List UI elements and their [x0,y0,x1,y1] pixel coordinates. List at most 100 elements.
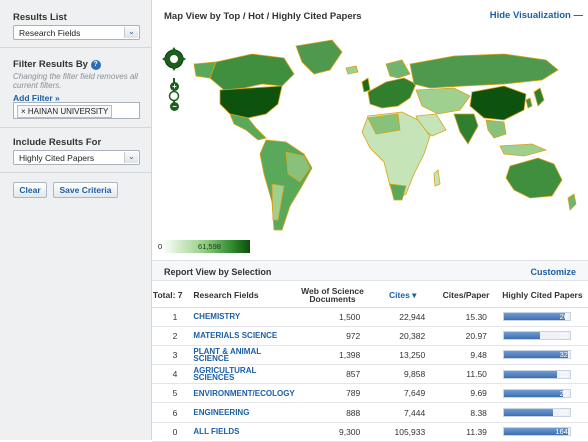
research-field-link[interactable]: MATERIALS SCIENCE [183,326,295,346]
highly-cited-bar-fill [503,370,557,378]
divider [0,127,152,128]
cites-per-paper-value: 20.97 [435,326,497,346]
results-list-label: Results List [13,12,67,23]
row-number: 1 [152,307,184,327]
highly-cited-bar-fill [503,428,568,436]
filter-label-text: Filter Results By [13,59,88,70]
highly-cited-cell: 32 [496,345,588,366]
highly-cited-bar-fill [503,351,568,359]
highly-cited-bar: 15 [502,331,571,341]
cites-per-paper-value: 9.69 [435,383,497,404]
highly-cited-value: 15 [559,331,568,341]
legend-max-value: 61,598 [198,242,221,251]
table-row: 2 MATERIALS SCIENCE 972 20,382 20.97 15 [152,326,588,346]
include-label: Include Results For [13,137,102,148]
filter-label: Filter Results By ? [13,59,101,70]
research-field-link[interactable]: ENVIRONMENT/ECOLOGY [183,383,295,404]
customize-link[interactable]: Customize [530,267,576,277]
table-row: 0 ALL FIELDS 9,300 105,933 11.39 164 [152,422,588,442]
world-map[interactable]: + − [154,34,588,260]
highly-cited-value: 20 [559,408,568,418]
highly-cited-bar-fill [503,332,541,340]
documents-value: 1,398 [294,345,371,366]
documents-value: 1,500 [294,307,371,327]
highly-cited-value: 26 [559,312,568,322]
col-research-fields[interactable]: Research Fields [183,283,295,308]
research-field-link[interactable]: ALL FIELDS [183,422,295,442]
row-number: 6 [152,402,184,423]
highly-cited-value: 32 [559,350,568,360]
col-highly-cited[interactable]: Highly Cited Papers [496,283,588,308]
highly-cited-bar: 26 [502,312,571,322]
col-wos-documents[interactable]: Web of Science Documents [294,283,371,308]
highly-cited-bar-fill [503,389,564,397]
cites-value: 20,382 [370,326,436,346]
row-number: 2 [152,326,184,346]
cites-per-paper-value: 11.50 [435,364,497,385]
highly-cited-bar: 22 [502,369,571,379]
table-row: 3 PLANT & ANIMAL SCIENCE 1,398 13,250 9.48 32 [152,345,588,366]
documents-value: 857 [294,364,371,385]
divider [0,47,152,48]
highly-cited-bar: 20 [502,408,571,418]
research-field-link[interactable]: CHEMISTRY [183,307,295,327]
filter-chip-box: × HAINAN UNIVERSITY [13,102,140,119]
cites-per-paper-value: 9.48 [435,345,497,366]
highly-cited-bar-fill [503,313,566,321]
research-field-link[interactable]: AGRICULTURAL SCIENCES [183,364,295,385]
legend-min-value: 0 [158,242,163,251]
highly-cited-cell: 26 [496,307,588,327]
highly-cited-bar: 25 [502,388,571,398]
col-cites-per-paper[interactable]: Cites/Paper [435,283,497,308]
cites-per-paper-value: 11.39 [435,422,497,442]
zoom-out-icon[interactable]: − [170,102,179,111]
chevron-down-icon: ⌄ [124,152,138,163]
divider [0,172,152,173]
include-value: Highly Cited Papers [19,153,95,163]
col-total: Total: 7 [152,283,184,308]
results-table: Total: 7 Research Fields Web of Science … [152,283,588,442]
main-panel: Map View by Top / Hot / Highly Cited Pap… [152,0,588,442]
highly-cited-value: 22 [559,369,568,379]
row-number: 5 [152,383,184,404]
table-row: 4 AGRICULTURAL SCIENCES 857 9,858 11.50 22 [152,364,588,385]
highly-cited-value: 25 [559,388,568,398]
cites-value: 9,858 [370,364,436,385]
research-field-link[interactable]: PLANT & ANIMAL SCIENCE [183,345,295,366]
row-number: 3 [152,345,184,366]
table-row: 1 CHEMISTRY 1,500 22,944 15.30 26 [152,307,588,327]
highly-cited-bar-fill [503,409,554,417]
highly-cited-value: 164 [555,427,568,437]
highly-cited-cell: 25 [496,383,588,404]
report-header: Report View by Selection Customize [152,260,588,281]
documents-value: 888 [294,402,371,423]
cites-per-paper-value: 8.38 [435,402,497,423]
map-title: Map View by Top / Hot / Highly Cited Pap… [164,11,362,22]
row-number: 0 [152,422,184,442]
filter-chip[interactable]: × HAINAN UNIVERSITY [17,105,113,118]
documents-value: 9,300 [294,422,371,442]
pan-control[interactable] [162,47,186,71]
filter-hint: Changing the filter field removes all cu… [13,72,138,90]
cites-value: 7,649 [370,383,436,404]
zoom-slider-handle[interactable] [168,90,180,102]
cites-value: 105,933 [370,422,436,442]
help-icon[interactable]: ? [90,60,101,70]
include-select[interactable]: Highly Cited Papers ⌄ [13,150,140,165]
highly-cited-cell: 22 [496,364,588,385]
clear-button[interactable]: Clear [13,182,47,198]
world-map-svg [162,39,577,231]
col-cites[interactable]: Cites ▾ [370,283,436,308]
report-title: Report View by Selection [164,267,272,277]
save-criteria-button[interactable]: Save Criteria [53,182,118,198]
row-number: 4 [152,364,184,385]
documents-value: 789 [294,383,371,404]
hide-visualization-link[interactable]: Hide Visualization — [489,10,583,21]
table-row: 5 ENVIRONMENT/ECOLOGY 789 7,649 9.69 25 [152,383,588,404]
zoom-in-icon[interactable]: + [170,82,179,91]
cites-value: 22,944 [370,307,436,327]
research-field-link[interactable]: ENGINEERING [183,402,295,423]
highly-cited-cell: 164 [496,422,588,442]
results-list-select[interactable]: Research Fields ⌄ [13,25,140,40]
add-filter-link[interactable]: Add Filter » [13,93,60,103]
